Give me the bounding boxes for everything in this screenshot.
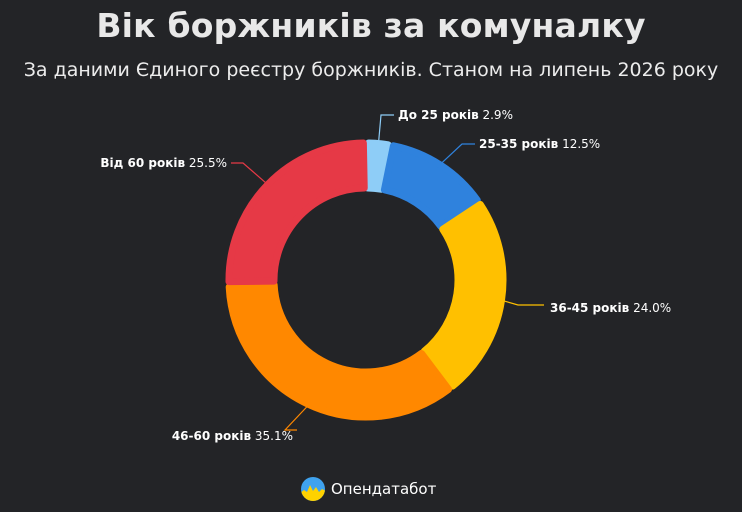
slice-group: До 25 років 2.9% [364,108,513,193]
donut-slice [420,200,507,390]
opendatabot-logo-icon [301,477,325,501]
brand: Опендатабот [300,476,436,502]
slice-label: 36-45 років 24.0% [550,301,671,315]
chart-subtitle: За даними Єдиного реєстру боржників. Ста… [23,59,719,81]
slice-label-value: 24.0% [629,301,671,315]
slice-label-name: 36-45 років [550,301,630,315]
slice-group: 36-45 років 24.0% [420,200,671,390]
leader-line [231,162,266,184]
donut-slice [225,281,453,421]
slice-label-name: 25-35 років [479,137,559,151]
slice-label-name: Від 60 років [100,156,185,170]
leader-line [378,114,394,141]
slice-label: До 25 років 2.9% [398,108,513,122]
donut-slice [225,139,368,286]
slice-label-value: 12.5% [558,137,600,151]
slice-label-value: 2.9% [479,108,513,122]
leader-line [441,143,475,163]
leader-line [283,406,308,431]
slice-label-name: До 25 років [398,108,479,122]
slice-label: 25-35 років 12.5% [479,137,600,151]
donut-slice [364,139,392,193]
slice-group: 46-60 років 35.1% [172,281,453,443]
slice-group: 25-35 років 12.5% [380,137,600,230]
slice-label: Від 60 років 25.5% [100,156,227,170]
leader-line [504,300,544,306]
slice-label-value: 35.1% [251,429,293,443]
chart-title: Вік боржників за комуналку [96,6,646,45]
slice-label-value: 25.5% [185,156,227,170]
brand-name: Опендатабот [331,480,437,498]
donut-slice [380,142,481,230]
slice-label-name: 46-60 років [172,429,252,443]
slice-label: 46-60 років 35.1% [172,429,293,443]
slice-group: Від 60 років 25.5% [100,139,368,286]
